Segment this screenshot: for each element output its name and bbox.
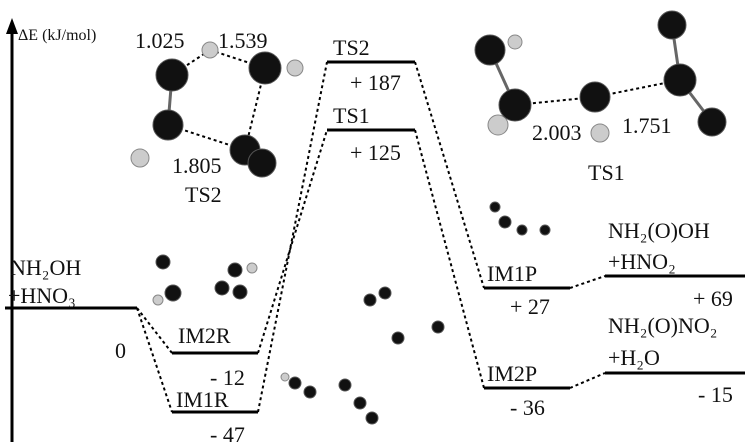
energy-label: + 125 <box>350 140 401 165</box>
level-label: IM2R <box>178 323 231 348</box>
connector <box>415 62 484 288</box>
bond-length: 2.003 <box>532 120 582 145</box>
energy-label: - 36 <box>510 395 545 420</box>
energy-label: + 69 <box>693 286 733 311</box>
connector <box>137 308 172 353</box>
level-label: TS1 <box>333 103 370 128</box>
energy-label: - 15 <box>698 382 733 407</box>
structure-label: TS1 <box>588 160 625 185</box>
level-label: IM1R <box>176 387 229 412</box>
bond-length: 1.805 <box>172 153 222 178</box>
energy-label: 0 <box>115 338 126 363</box>
axis-label: ΔE (kJ/mol) <box>18 27 96 44</box>
connector <box>137 308 172 412</box>
level-label: IM1P <box>487 261 537 286</box>
energy-diagram: ΔE (kJ/mol) NH₂OH +HNO₃ 0 IM2R - 12 IM1R… <box>0 0 755 444</box>
level-label: NH₂(O)OH <box>608 218 710 243</box>
connectors <box>137 62 605 412</box>
connector <box>258 62 327 412</box>
level-label: +HNO₃ <box>8 283 76 308</box>
bond-length: 1.025 <box>135 28 185 53</box>
level-label: +HNO₂ <box>608 249 676 274</box>
bond-length: 1.539 <box>218 28 268 53</box>
connector <box>570 276 605 288</box>
energy-label: + 27 <box>510 294 550 319</box>
level-label: TS2 <box>333 35 370 60</box>
connector <box>415 130 484 388</box>
energy-label: - 47 <box>210 422 245 444</box>
axis-arrow <box>6 18 18 34</box>
level-label: IM2P <box>487 361 537 386</box>
structure-label: TS2 <box>185 182 222 207</box>
level-label: NH₂OH <box>10 255 81 280</box>
level-label: +H₂O <box>608 345 660 370</box>
connector <box>570 373 605 388</box>
level-label: NH₂(O)NO₂ <box>608 313 717 338</box>
ts1-structure <box>475 11 726 142</box>
energy-label: + 187 <box>350 70 401 95</box>
bond-length: 1.751 <box>622 113 672 138</box>
